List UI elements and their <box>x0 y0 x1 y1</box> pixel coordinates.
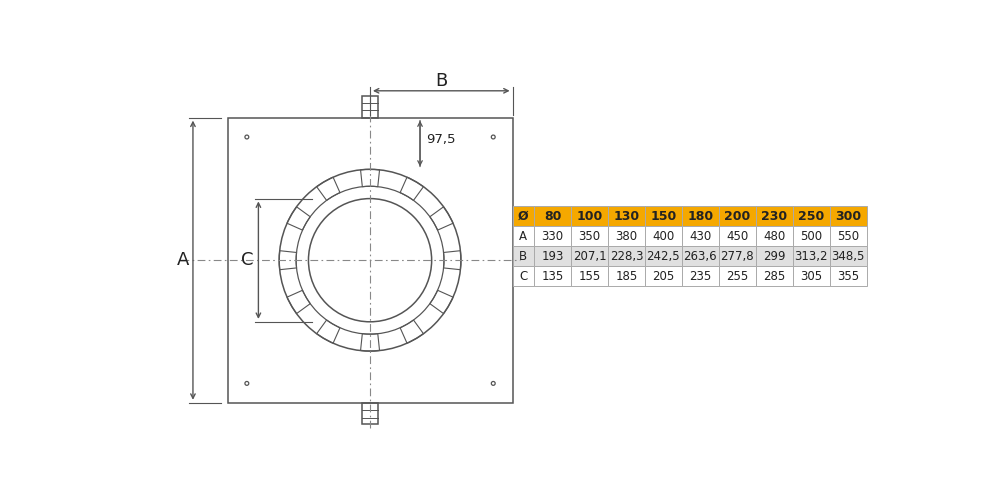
Bar <box>830 206 867 227</box>
Bar <box>571 266 608 286</box>
Bar <box>645 226 682 246</box>
Bar <box>534 206 571 227</box>
Bar <box>534 226 571 246</box>
Bar <box>571 226 608 246</box>
Bar <box>719 226 756 246</box>
Text: 380: 380 <box>615 230 638 243</box>
Bar <box>793 266 830 286</box>
Bar <box>512 246 534 266</box>
Text: 130: 130 <box>613 210 640 223</box>
Text: 305: 305 <box>800 270 822 283</box>
Bar <box>756 266 793 286</box>
Bar <box>645 266 682 286</box>
Bar <box>756 206 793 227</box>
Bar <box>793 246 830 266</box>
Text: B: B <box>435 72 447 90</box>
Text: 180: 180 <box>687 210 713 223</box>
Text: 430: 430 <box>689 230 712 243</box>
Bar <box>682 246 719 266</box>
Bar <box>719 206 756 227</box>
Text: 80: 80 <box>544 210 561 223</box>
Bar <box>362 402 378 424</box>
Text: 263,6: 263,6 <box>684 250 717 263</box>
Text: 480: 480 <box>763 230 785 243</box>
Bar <box>608 226 645 246</box>
Text: 313,2: 313,2 <box>795 250 828 263</box>
Text: 348,5: 348,5 <box>832 250 865 263</box>
Text: 200: 200 <box>724 210 750 223</box>
Text: 255: 255 <box>726 270 748 283</box>
Text: 205: 205 <box>652 270 675 283</box>
Text: 242,5: 242,5 <box>647 250 680 263</box>
Bar <box>793 206 830 227</box>
Text: 155: 155 <box>578 270 601 283</box>
Bar <box>645 246 682 266</box>
Text: 235: 235 <box>689 270 712 283</box>
Text: B: B <box>519 250 527 263</box>
Text: 285: 285 <box>763 270 785 283</box>
Bar <box>756 246 793 266</box>
Bar <box>571 206 608 227</box>
Text: 330: 330 <box>541 230 564 243</box>
Text: 228,3: 228,3 <box>610 250 643 263</box>
Bar <box>512 206 534 227</box>
Text: 400: 400 <box>652 230 675 243</box>
Text: 193: 193 <box>541 250 564 263</box>
Text: 100: 100 <box>576 210 603 223</box>
Bar <box>512 266 534 286</box>
Text: 250: 250 <box>798 210 824 223</box>
Text: A: A <box>177 251 189 269</box>
Text: 300: 300 <box>835 210 861 223</box>
Text: 450: 450 <box>726 230 748 243</box>
Bar <box>682 266 719 286</box>
Bar <box>756 226 793 246</box>
Bar <box>645 206 682 227</box>
Bar <box>793 226 830 246</box>
Text: 350: 350 <box>578 230 601 243</box>
Text: 230: 230 <box>761 210 787 223</box>
Text: 150: 150 <box>650 210 677 223</box>
Bar <box>362 96 378 118</box>
Bar <box>512 226 534 246</box>
Text: 500: 500 <box>800 230 822 243</box>
Bar <box>830 226 867 246</box>
Text: 277,8: 277,8 <box>721 250 754 263</box>
Text: 207,1: 207,1 <box>573 250 606 263</box>
Bar <box>608 246 645 266</box>
Text: Ø: Ø <box>518 210 529 223</box>
Bar <box>719 246 756 266</box>
Bar <box>682 206 719 227</box>
Text: 185: 185 <box>615 270 638 283</box>
Bar <box>719 266 756 286</box>
Bar <box>608 266 645 286</box>
Text: 97,5: 97,5 <box>426 133 456 146</box>
Bar <box>830 266 867 286</box>
Bar <box>534 246 571 266</box>
Text: C: C <box>241 251 253 269</box>
Text: 299: 299 <box>763 250 786 263</box>
Bar <box>682 226 719 246</box>
Bar <box>608 206 645 227</box>
Text: A: A <box>519 230 527 243</box>
Text: 550: 550 <box>837 230 859 243</box>
Bar <box>830 246 867 266</box>
Text: C: C <box>519 270 527 283</box>
Bar <box>534 266 571 286</box>
Bar <box>571 246 608 266</box>
Text: 355: 355 <box>837 270 859 283</box>
Text: 135: 135 <box>541 270 564 283</box>
